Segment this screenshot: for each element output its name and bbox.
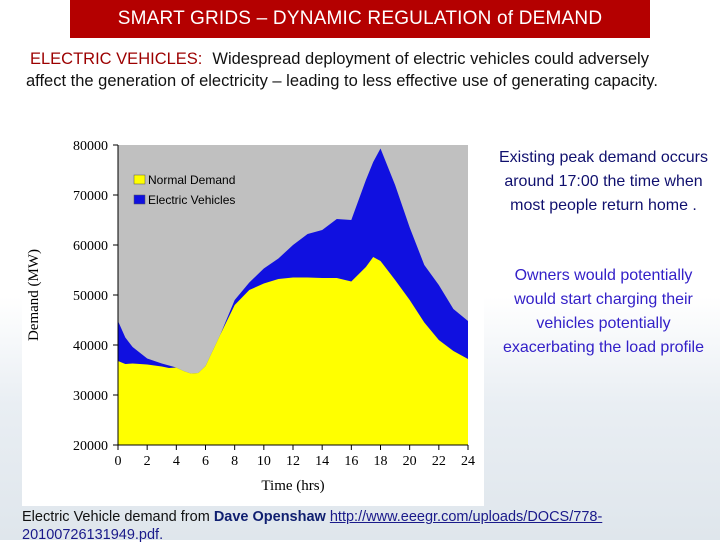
y-tick-label: 70000 [73, 189, 108, 204]
credit-author: Dave Openshaw [213, 509, 326, 525]
y-tick-label: 40000 [73, 339, 108, 354]
slide-title: SMART GRIDS – DYNAMIC REGULATION of DEMA… [70, 0, 650, 38]
series-area-normal-demand [118, 257, 468, 445]
legend-swatch [133, 194, 146, 205]
y-tick-label: 60000 [73, 239, 108, 254]
source-link[interactable]: http://www.eeegr.com/uploads/DOCS/778- [329, 509, 603, 525]
x-tick-label: 6 [202, 454, 209, 469]
x-tick-label: 24 [461, 454, 475, 469]
legend-label: Normal Demand [148, 173, 235, 187]
x-tick-label: 12 [286, 454, 300, 469]
x-tick-label: 22 [432, 454, 446, 469]
intro-paragraph: ELECTRIC VEHICLES: Widespread deployment … [26, 48, 686, 92]
y-tick-label: 20000 [73, 439, 108, 454]
y-tick-label: 30000 [73, 389, 108, 404]
owners-charging-note: Owners would potentially would start cha… [502, 267, 705, 356]
y-axis-label: Demand (MW) [26, 249, 42, 341]
source-link-continuation[interactable]: 20100726131949.pdf. [22, 527, 164, 543]
intro-body: Widespread deployment of electric vehicl… [26, 50, 658, 90]
x-tick-label: 8 [231, 454, 238, 469]
x-tick-label: 2 [144, 454, 151, 469]
legend-label: Electric Vehicles [148, 193, 235, 207]
legend-swatch [133, 174, 146, 185]
x-tick-label: 16 [344, 454, 358, 469]
x-tick-label: 0 [115, 454, 122, 469]
peak-demand-note: Existing peak demand occurs around 17:00… [499, 149, 708, 214]
x-tick-label: 14 [315, 454, 329, 469]
credit-prefix: Electric Vehicle demand from [22, 509, 210, 525]
x-tick-label: 18 [374, 454, 388, 469]
y-tick-label: 50000 [73, 289, 108, 304]
x-tick-label: 10 [257, 454, 271, 469]
demand-chart: 20000 30000 40000 50000 60000 70000 80000 0 2 4 6 8… [22, 128, 484, 506]
x-axis-label: Time (hrs) [261, 478, 324, 494]
x-tick-label: 20 [403, 454, 417, 469]
source-credit: Electric Vehicle demand from Dave Opensh… [22, 508, 720, 544]
y-tick-label: 80000 [73, 139, 108, 154]
intro-lead: ELECTRIC VEHICLES: [30, 50, 203, 68]
x-tick-label: 4 [173, 454, 180, 469]
